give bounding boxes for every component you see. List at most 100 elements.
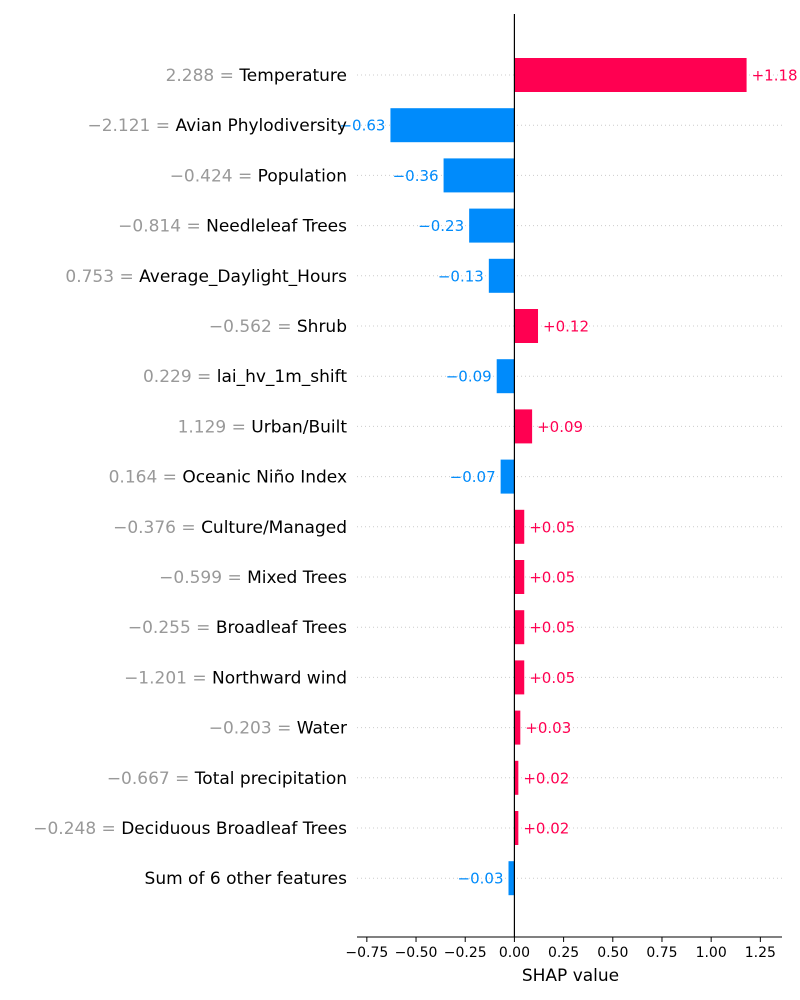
feature-name: Urban/Built: [251, 417, 347, 437]
bars: [390, 58, 747, 896]
feature-label: 0.753 = Average_Daylight_Hours: [65, 267, 347, 287]
shap-bar: [514, 560, 525, 594]
equals-sign: =: [181, 217, 206, 237]
feature-value: 1.129: [178, 417, 227, 437]
feature-value: −0.599: [159, 568, 222, 588]
bar-value-label: −0.13: [438, 267, 484, 285]
shap-bar: [514, 409, 533, 444]
feature-label: −0.376 = Culture/Managed: [113, 518, 347, 538]
shap-bar: [496, 359, 515, 394]
feature-name: Needleleaf Trees: [206, 217, 347, 237]
feature-label: −0.255 = Broadleaf Trees: [128, 618, 347, 638]
feature-label: 1.129 = Urban/Built: [178, 417, 348, 437]
feature-name: Temperature: [238, 66, 347, 86]
feature-label: −0.814 = Needleleaf Trees: [118, 217, 347, 237]
equals-sign: =: [192, 367, 217, 387]
shap-bar: [508, 861, 515, 896]
feature-value: 0.229: [143, 367, 192, 387]
feature-label: −0.203 = Water: [209, 719, 347, 739]
feature-name: Mixed Trees: [247, 568, 347, 588]
feature-label: −0.599 = Mixed Trees: [159, 568, 347, 588]
shap-bar: [469, 208, 515, 243]
equals-sign: =: [222, 568, 247, 588]
feature-name: Total precipitation: [194, 769, 347, 789]
bar-value-label: +0.05: [529, 518, 575, 536]
feature-name: Average_Daylight_Hours: [139, 267, 347, 287]
x-axis-title: SHAP value: [522, 966, 619, 986]
feature-label: Sum of 6 other features: [145, 869, 348, 889]
feature-label: −2.121 = Avian Phylodiversity: [87, 116, 347, 136]
feature-value: −2.121: [87, 116, 150, 136]
equals-sign: =: [233, 166, 258, 186]
feature-label: 2.288 = Temperature: [166, 66, 347, 86]
shap-bar: [514, 760, 519, 795]
feature-name: Northward wind: [212, 668, 347, 688]
x-tick-label: 0.00: [499, 945, 530, 961]
shap-bar: [514, 309, 539, 343]
feature-label: 0.164 = Oceanic Niño Index: [109, 468, 347, 488]
shap-bar: [443, 158, 515, 193]
feature-label: −0.562 = Shrub: [209, 317, 347, 337]
feature-value: −0.255: [128, 618, 191, 638]
equals-sign: =: [226, 417, 251, 437]
bar-value-label: +0.02: [523, 820, 569, 838]
shap-bar: [390, 108, 515, 143]
equals-sign: =: [114, 267, 139, 287]
equals-sign: =: [272, 317, 297, 337]
equals-sign: =: [187, 668, 212, 688]
bar-value-label: −0.36: [393, 167, 439, 185]
feature-value: −0.248: [33, 819, 96, 839]
equals-sign: =: [150, 116, 175, 136]
feature-name: Oceanic Niño Index: [182, 468, 347, 488]
shap-bar: [514, 610, 525, 645]
feature-name: Population: [258, 166, 347, 186]
bar-value-label: +0.12: [543, 318, 589, 336]
feature-value: 0.753: [65, 267, 114, 287]
bar-labels: +1.18 −0.63 −0.36 −0.23 −0.13 +0.12 −0.09 +0.09…: [339, 67, 797, 888]
feature-value: −1.201: [124, 668, 187, 688]
shap-bar: [488, 258, 515, 293]
feature-label: −1.201 = Northward wind: [124, 668, 347, 688]
feature-label: −0.667 = Total precipitation: [107, 769, 347, 789]
feature-name: Shrub: [297, 317, 347, 337]
x-tick-label: 1.25: [745, 945, 776, 961]
feature-value: −0.376: [113, 518, 176, 538]
shap-bar: [514, 58, 747, 92]
equals-sign: =: [157, 468, 182, 488]
feature-label: −0.424 = Population: [170, 166, 347, 186]
equals-sign: =: [272, 719, 297, 739]
feature-name: Water: [297, 719, 347, 739]
shap-bar: [514, 660, 525, 695]
feature-labels: 2.288 = Temperature −2.121 = Avian Phylod…: [33, 66, 347, 889]
equals-sign: =: [170, 769, 195, 789]
bar-value-label: +0.05: [529, 569, 575, 587]
x-tick-label: 1.00: [696, 945, 727, 961]
feature-name: Culture/Managed: [201, 518, 347, 538]
feature-name: Broadleaf Trees: [216, 618, 347, 638]
x-tick-label: 0.25: [548, 945, 579, 961]
feature-label: 0.229 = lai_hv_1m_shift: [143, 367, 347, 387]
feature-value: −0.203: [209, 719, 272, 739]
bar-value-label: +0.03: [525, 719, 571, 737]
x-tick-label: −0.75: [345, 945, 388, 961]
feature-value: −0.424: [170, 166, 233, 186]
gridlines: [357, 74, 782, 879]
bar-value-label: +0.09: [537, 418, 583, 436]
x-axis-ticks: −0.75 −0.50 −0.25 0.00 0.25 0.50 0.75 1.00 1.25: [345, 937, 776, 961]
equals-sign: =: [191, 618, 216, 638]
x-tick-label: −0.50: [395, 945, 438, 961]
bar-value-label: +0.05: [529, 619, 575, 637]
feature-name: lai_hv_1m_shift: [217, 367, 348, 387]
x-tick-label: −0.25: [444, 945, 487, 961]
feature-name: Sum of 6 other features: [145, 869, 348, 889]
bar-value-label: −0.03: [458, 870, 504, 888]
bar-value-label: −0.63: [339, 117, 385, 135]
x-tick-label: 0.75: [646, 945, 677, 961]
bar-value-label: −0.09: [446, 368, 492, 386]
bar-value-label: +0.02: [523, 769, 569, 787]
x-tick-label: 0.50: [597, 945, 628, 961]
feature-value: −0.667: [107, 769, 170, 789]
feature-value: −0.814: [118, 217, 181, 237]
bar-value-label: −0.07: [450, 468, 496, 486]
